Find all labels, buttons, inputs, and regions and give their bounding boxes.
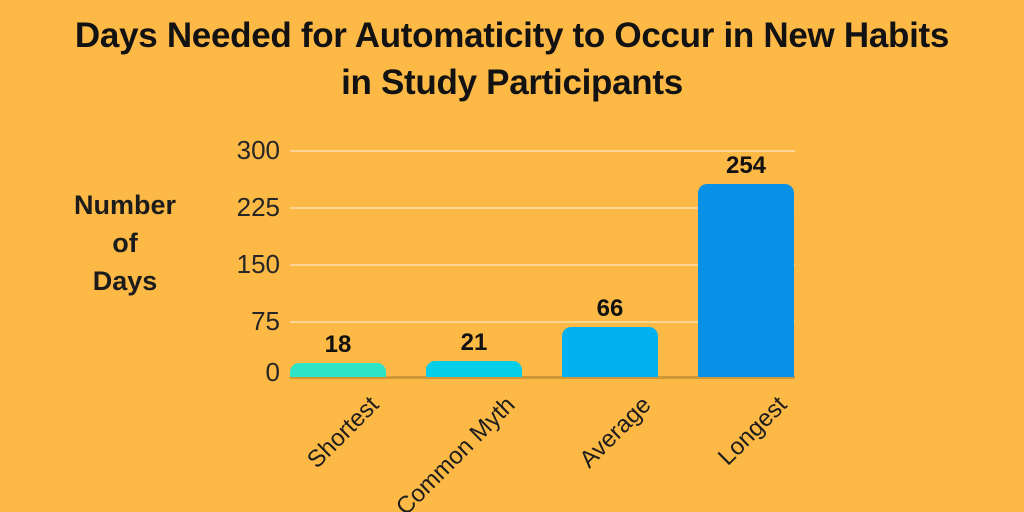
y-tick-label: 150: [236, 249, 280, 279]
x-tick-label: Shortest: [302, 391, 385, 474]
y-axis-title-line-2: of: [112, 228, 138, 258]
bar-common-myth: [426, 361, 522, 377]
chart-title: Days Needed for Automaticity to Occur in…: [0, 12, 1024, 106]
y-tick-label: 0: [265, 357, 280, 387]
bar-value-label: 21: [460, 329, 488, 356]
y-axis-title-line-3: Days: [92, 266, 158, 296]
bar-value-label: 66: [596, 295, 624, 322]
gridline: [290, 321, 795, 323]
chart-title-line-2: in Study Participants: [341, 63, 683, 102]
gridline: [290, 264, 795, 266]
bar-longest: [698, 184, 794, 377]
y-tick-label: 75: [251, 306, 280, 336]
bar-value-label: 254: [725, 152, 767, 179]
y-axis-title: Number of Days: [40, 186, 210, 300]
gridline: [290, 150, 795, 152]
gridline: [290, 207, 795, 209]
chart-title-line-1: Days Needed for Automaticity to Occur in…: [74, 16, 950, 55]
bar-value-label: 18: [324, 331, 352, 358]
y-tick-label: 300: [236, 135, 280, 165]
bar-shortest: [290, 363, 386, 377]
x-axis-line: [290, 376, 795, 379]
plot-area: 300 225 150 75 0 18 Shortest 21 Common Myth 66 Ave…: [237, 137, 795, 512]
bar-average: [562, 327, 658, 377]
y-tick-label: 225: [236, 192, 280, 222]
y-axis-title-line-1: Number: [73, 190, 176, 220]
